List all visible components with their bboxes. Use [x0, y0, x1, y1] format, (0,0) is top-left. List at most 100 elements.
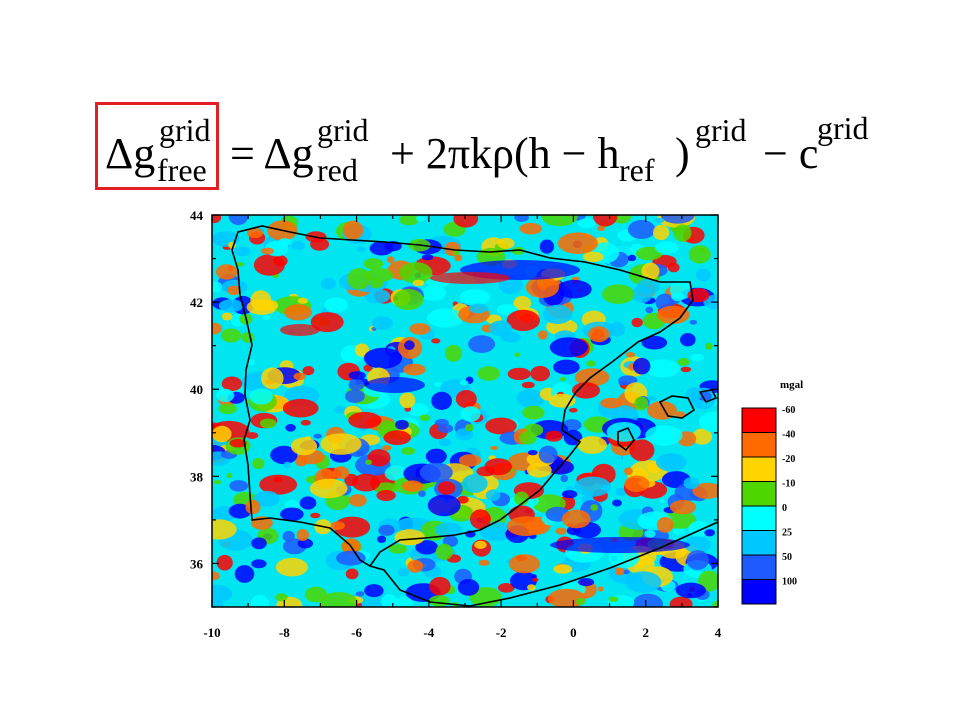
- anomaly-blob: [655, 241, 679, 255]
- anomaly-blob: [261, 300, 279, 311]
- anomaly-blob: [216, 388, 235, 402]
- anomaly-blob: [637, 278, 660, 295]
- anomaly-blob: [367, 449, 391, 467]
- anomaly-blob: [212, 584, 233, 603]
- anomaly-blob: [363, 364, 373, 372]
- anomaly-blob: [296, 529, 309, 541]
- anomaly-blob: [251, 537, 267, 550]
- anomaly-blob: [647, 401, 677, 420]
- x-tick-label: 0: [570, 625, 577, 640]
- anomaly-blob: [559, 377, 567, 382]
- anomaly-blob: [310, 512, 321, 519]
- anomaly-blob: [557, 232, 598, 254]
- anomaly-blob: [220, 328, 242, 343]
- anomaly-blob: [364, 584, 384, 598]
- anomaly-blob: [465, 424, 474, 432]
- anomaly-blob: [228, 215, 249, 226]
- formula-lhs-superscript: grid: [159, 112, 211, 148]
- anomaly-blob: [330, 521, 345, 531]
- anomaly-blob: [462, 474, 488, 493]
- anomaly-blob: [425, 448, 447, 464]
- anomaly-blob: [470, 509, 491, 530]
- anomaly-blob: [245, 432, 259, 439]
- anomaly-blob: [699, 248, 707, 253]
- anomaly-blob: [574, 476, 611, 497]
- anomaly-blob: [324, 297, 348, 313]
- anomaly-blob: [342, 220, 364, 240]
- anomaly-blob: [394, 529, 425, 546]
- anomaly-blob: [357, 246, 366, 252]
- anomaly-blob: [627, 220, 656, 239]
- anomaly-blob: [598, 586, 604, 592]
- anomaly-blob: [378, 524, 395, 536]
- anomaly-blob: [498, 583, 515, 593]
- anomaly-blob: [218, 403, 237, 414]
- anomaly-blob: [429, 576, 451, 596]
- anomaly-blob: [561, 490, 578, 499]
- anomaly-blob: [644, 530, 656, 538]
- anomaly-blob: [261, 247, 274, 255]
- anomaly-blob: [290, 437, 318, 456]
- anomaly-blob: [401, 447, 416, 455]
- formula-c-superscript: grid: [817, 110, 869, 146]
- anomaly-blob: [572, 382, 600, 399]
- anomaly-blob: [284, 304, 312, 321]
- anomaly-blob: [284, 499, 299, 510]
- legend-swatch: [741, 456, 777, 482]
- anomaly-blob: [393, 288, 424, 311]
- anomaly-blob: [234, 246, 251, 257]
- anomaly-blob: [259, 418, 277, 429]
- formula-lhs-subscript: free: [157, 152, 207, 188]
- anomaly-blob: [262, 315, 271, 320]
- anomaly-blob: [539, 239, 555, 254]
- anomaly-blob: [675, 582, 706, 599]
- anomaly-blob: [397, 567, 410, 577]
- anomaly-blob: [348, 371, 366, 380]
- legend-swatch: [741, 481, 777, 507]
- x-tick-label: 4: [715, 625, 722, 640]
- anomaly-blob: [355, 591, 365, 597]
- anomaly-blob: [347, 268, 371, 290]
- anomaly-blob: [299, 496, 317, 510]
- anomaly-blob: [577, 218, 596, 229]
- anomaly-blob: [675, 411, 686, 418]
- legend-label: 50: [782, 552, 792, 563]
- anomaly-blob: [300, 419, 311, 426]
- anomaly-blob: [476, 466, 496, 477]
- anomaly-blob: [660, 215, 695, 224]
- anomaly-blob: [212, 281, 223, 293]
- formula-minus-c: − c: [763, 129, 819, 178]
- formula-close-paren: ): [675, 129, 690, 178]
- anomaly-blob: [215, 264, 238, 280]
- legend-swatch: [741, 530, 777, 556]
- anomaly-blob: [444, 344, 463, 362]
- anomaly-blob: [415, 540, 439, 555]
- x-tick-label: -10: [203, 625, 220, 640]
- anomaly-blob: [438, 438, 452, 447]
- anomaly-blob: [645, 425, 683, 446]
- anomaly-blob: [275, 593, 288, 602]
- formula-term2-superscript: grid: [695, 112, 747, 148]
- anomaly-blob: [226, 472, 233, 479]
- legend-label: 0: [782, 503, 787, 514]
- anomaly-blob: [526, 462, 552, 478]
- anomaly-blob: [477, 366, 501, 381]
- anomaly-blob: [627, 254, 637, 262]
- anomaly-blob: [348, 411, 382, 429]
- anomaly-blob: [454, 254, 463, 262]
- anomaly-blob: [680, 366, 692, 373]
- anomaly-blob: [606, 422, 641, 442]
- anomaly-blob: [354, 343, 370, 357]
- anomaly-blob: [309, 478, 348, 499]
- anomaly-blob: [310, 237, 330, 251]
- anomaly-blob: [507, 367, 531, 381]
- anomaly-blob: [527, 584, 536, 591]
- anomaly-blob: [513, 296, 532, 311]
- anomaly-blob: [590, 504, 599, 511]
- anomaly-blob: [541, 215, 578, 227]
- anomaly-blob: [345, 568, 359, 580]
- legend-label: -60: [782, 405, 795, 416]
- anomaly-blob: [624, 475, 650, 492]
- anomaly-blob: [468, 303, 488, 314]
- anomaly-blob: [251, 559, 267, 569]
